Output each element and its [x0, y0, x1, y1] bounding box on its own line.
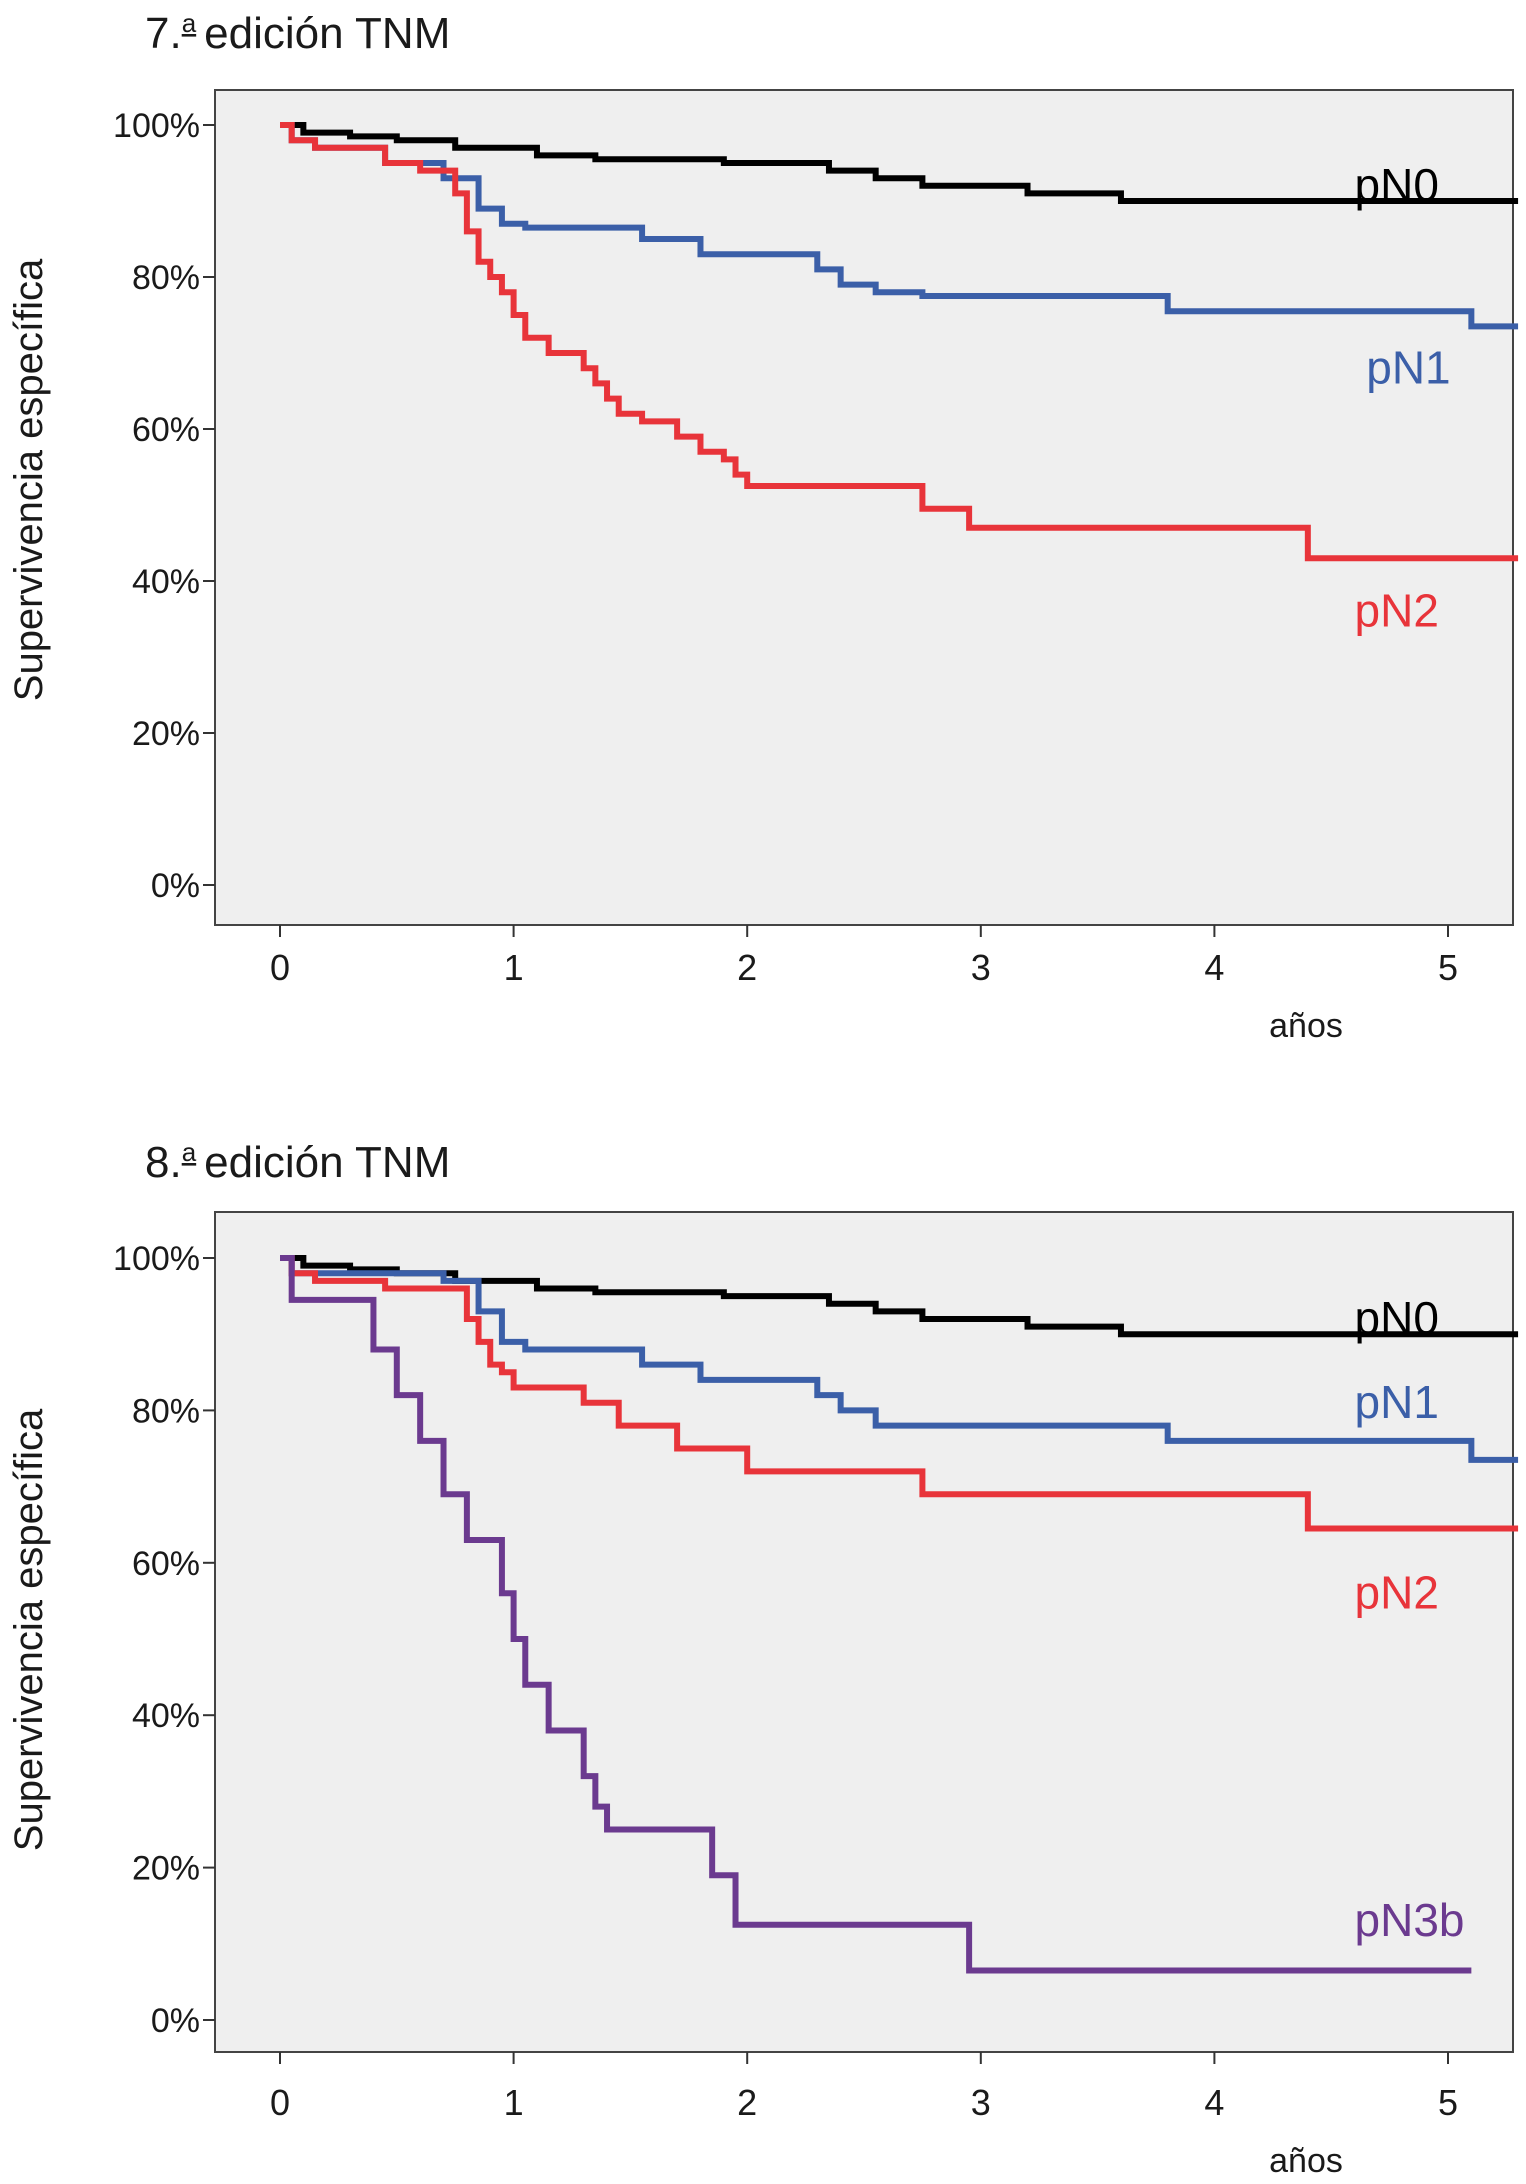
y-tick-label: 0%	[151, 867, 200, 905]
y-tick-label: 60%	[132, 411, 200, 449]
series-labels: pN0 pN1 pN2	[1355, 159, 1451, 637]
x-tick-label: 5	[1438, 947, 1458, 988]
y-axis-title: Supervivencia específica	[7, 258, 51, 701]
y-tick-label: 80%	[132, 259, 200, 297]
x-tick-label: 2	[737, 2082, 757, 2123]
x-axis: 0 1 2 3 4 5	[270, 2052, 1458, 2123]
x-tick-label: 4	[1204, 947, 1224, 988]
series-label-pn1: pN1	[1366, 341, 1450, 393]
survival-curve-pn0	[280, 1255, 1519, 1338]
y-axis: 0% 20% 40% 60% 80% 100%	[113, 107, 215, 905]
y-tick-label: 40%	[132, 563, 200, 601]
series-label-pn2: pN2	[1355, 585, 1439, 637]
x-tick-label: 0	[270, 2082, 290, 2123]
y-tick-label: 60%	[132, 1545, 200, 1583]
y-tick-label: 20%	[132, 715, 200, 753]
survival-curve-pn2	[280, 122, 1519, 562]
chart-panel-7th: 7.a edición TNM 0% 20% 40% 60% 80% 100% 0 1 2 3 4 5…	[7, 8, 1519, 1045]
x-axis: 0 1 2 3 4 5	[270, 925, 1458, 988]
survival-curve-pn2	[280, 1255, 1519, 1532]
series-label-pn1: pN1	[1355, 1376, 1439, 1428]
plot-area	[214, 1211, 1514, 2053]
x-axis-title: años	[1269, 1007, 1343, 1045]
x-tick-label: 4	[1204, 2082, 1224, 2123]
x-axis-title: años	[1269, 2142, 1343, 2180]
y-tick-label: 80%	[132, 1392, 200, 1430]
y-axis: 0% 20% 40% 60% 80% 100%	[113, 1240, 215, 2040]
chart-panel-8th: 8.a edición TNM 0% 20% 40% 60% 80% 100% 0 1 2 3 4 5…	[7, 1137, 1519, 2180]
plot-area	[214, 89, 1514, 926]
x-tick-label: 3	[971, 2082, 991, 2123]
y-axis-title: Supervivencia específica	[7, 1408, 51, 1851]
survival-curve-pn1	[280, 1255, 1519, 1463]
series-label-pn2: pN2	[1355, 1567, 1439, 1619]
x-tick-label: 1	[504, 947, 524, 988]
y-tick-label: 100%	[113, 1240, 200, 1278]
series-label-pn3b: pN3b	[1355, 1894, 1465, 1946]
y-tick-label: 0%	[151, 2002, 200, 2040]
y-tick-label: 20%	[132, 1850, 200, 1888]
y-tick-label: 40%	[132, 1697, 200, 1735]
y-tick-label: 100%	[113, 107, 200, 145]
x-tick-label: 1	[504, 2082, 524, 2123]
x-tick-label: 5	[1438, 2082, 1458, 2123]
chart-title: 7.a edición TNM	[145, 8, 450, 58]
x-tick-label: 3	[971, 947, 991, 988]
series-label-pn0: pN0	[1355, 1292, 1439, 1344]
survival-curve-pn3b	[280, 1255, 1472, 1974]
series-labels: pN0 pN1 pN2 pN3b	[1355, 1292, 1465, 1946]
survival-curve-pn0	[280, 122, 1519, 204]
x-tick-label: 2	[737, 947, 757, 988]
survival-curves	[280, 122, 1519, 562]
chart-title: 8.a edición TNM	[145, 1137, 450, 1187]
series-label-pn0: pN0	[1355, 159, 1439, 211]
survival-curves	[280, 1255, 1519, 1974]
x-tick-label: 0	[270, 947, 290, 988]
